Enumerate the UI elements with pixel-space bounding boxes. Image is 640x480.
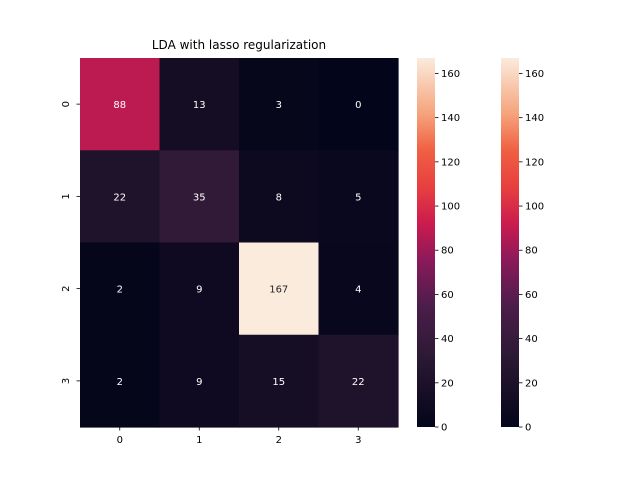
colorbar-right: 0 20 40 60 80 100 120 140 160 bbox=[501, 58, 544, 434]
heatmap-grid: 88 13 3 0 22 35 8 5 2 9 167 4 2 9 15 22 bbox=[80, 58, 399, 428]
colorbar-tick-label: 0 bbox=[525, 423, 531, 434]
y-axis: 0 1 2 3 bbox=[61, 101, 80, 384]
colorbar-tick-label: 100 bbox=[441, 202, 460, 213]
cell-value-label-3-2: 15 bbox=[272, 377, 285, 388]
heatmap-cell-3-1 bbox=[159, 334, 240, 428]
cell-value-label-0-0: 88 bbox=[113, 100, 126, 111]
heatmap-cell-2-2 bbox=[239, 242, 320, 336]
colorbar-gradient bbox=[417, 58, 435, 427]
x-tick-label: 0 bbox=[117, 435, 123, 446]
cell-value-label-2-0: 2 bbox=[117, 285, 123, 296]
colorbar-tick-label: 160 bbox=[525, 69, 544, 80]
x-tick-label: 1 bbox=[196, 435, 202, 446]
y-tick-label: 2 bbox=[61, 285, 72, 291]
heatmap-cell-2-0 bbox=[80, 242, 161, 336]
y-tick-label: 3 bbox=[61, 378, 72, 384]
cell-value-label-3-3: 22 bbox=[352, 377, 365, 388]
y-tick-label: 0 bbox=[61, 101, 72, 107]
colorbar-left: 0 20 40 60 80 100 120 140 160 bbox=[417, 58, 460, 434]
cell-value-label-3-1: 9 bbox=[196, 377, 202, 388]
colorbar-tick-label: 80 bbox=[525, 246, 538, 257]
heatmap-cell-3-3 bbox=[318, 334, 399, 428]
x-axis: 0 1 2 3 bbox=[117, 427, 361, 446]
colorbar-tick-label: 120 bbox=[441, 157, 460, 168]
colorbar-tick-label: 100 bbox=[525, 202, 544, 213]
cell-value-label-0-3: 0 bbox=[355, 100, 361, 111]
cell-value-label-1-1: 35 bbox=[193, 192, 206, 203]
cell-value-label-0-2: 3 bbox=[276, 100, 282, 111]
cell-value-label-1-3: 5 bbox=[355, 192, 361, 203]
colorbar-tick-label: 40 bbox=[525, 334, 538, 345]
heatmap-cell-2-1 bbox=[159, 242, 240, 336]
colorbar-tick-label: 60 bbox=[441, 290, 454, 301]
colorbar-tick-label: 0 bbox=[441, 423, 447, 434]
heatmap-cell-0-2 bbox=[239, 58, 320, 151]
heatmap-cell-1-0 bbox=[80, 150, 161, 244]
x-tick-label: 3 bbox=[355, 435, 361, 446]
colorbar-tick-label: 40 bbox=[441, 334, 454, 345]
cell-value-label-2-3: 4 bbox=[355, 285, 361, 296]
colorbar-gradient bbox=[501, 58, 519, 427]
colorbar-tick-label: 160 bbox=[441, 69, 460, 80]
x-tick-label: 2 bbox=[276, 435, 282, 446]
colorbar-tick-label: 140 bbox=[525, 113, 544, 124]
colorbar-tick-label: 20 bbox=[525, 378, 538, 389]
cell-value-label-3-0: 2 bbox=[117, 377, 123, 388]
cell-value-label-2-2: 167 bbox=[269, 285, 288, 296]
cell-value-label-2-1: 9 bbox=[196, 285, 202, 296]
cell-value-label-1-2: 8 bbox=[276, 192, 282, 203]
heatmap-cell-2-3 bbox=[318, 242, 399, 336]
heatmap-cell-1-2 bbox=[239, 150, 320, 244]
heatmap-cell-1-3 bbox=[318, 150, 399, 244]
heatmap-cell-0-1 bbox=[159, 58, 240, 151]
cell-value-label-1-0: 22 bbox=[113, 192, 126, 203]
y-tick-label: 1 bbox=[61, 193, 72, 199]
heatmap-cell-0-3 bbox=[318, 58, 399, 151]
colorbar-tick-label: 80 bbox=[441, 246, 454, 257]
colorbar-tick-label: 20 bbox=[441, 378, 454, 389]
heatmap-cell-3-0 bbox=[80, 334, 161, 428]
colorbar-tick-label: 140 bbox=[441, 113, 460, 124]
cell-value-label-0-1: 13 bbox=[193, 100, 206, 111]
heatmap-cell-0-0 bbox=[80, 58, 161, 151]
heatmap-cell-3-2 bbox=[239, 334, 320, 428]
chart-title: LDA with lasso regularization bbox=[152, 38, 326, 52]
colorbar-tick-label: 60 bbox=[525, 290, 538, 301]
colorbar-tick-label: 120 bbox=[525, 157, 544, 168]
heatmap-cell-1-1 bbox=[159, 150, 240, 244]
